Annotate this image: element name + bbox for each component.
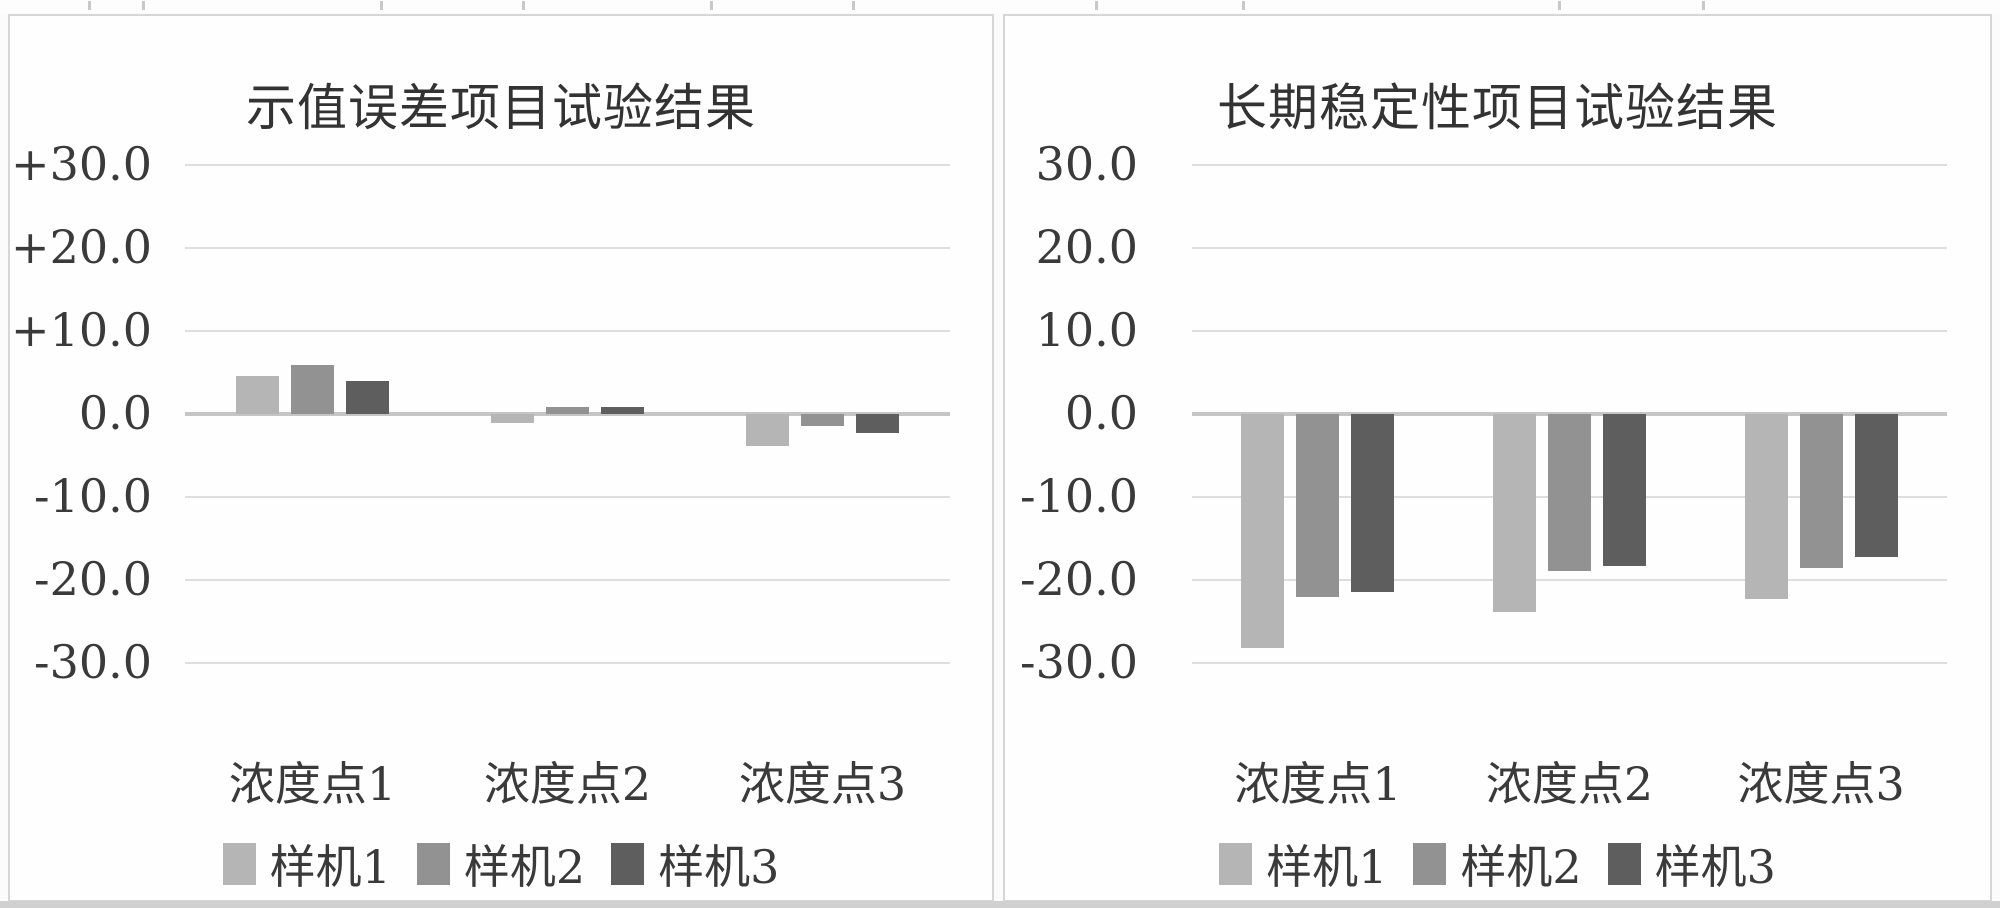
y-gridline xyxy=(1192,579,1947,581)
bar-样机1-浓度点3 xyxy=(746,414,789,446)
legend-label: 样机3 xyxy=(1654,840,1776,894)
bar-样机1-浓度点2 xyxy=(491,414,534,423)
chart-panel-left: 示值误差项目试验结果 样机1 样机2 样机3 +30.0 +20.0 +10.0 0.0 -… xyxy=(8,14,994,902)
legend-item: 样机1 xyxy=(222,831,391,897)
bar-样机3-浓度点3 xyxy=(1855,414,1898,557)
y-tick-label: 30.0 xyxy=(1035,136,1138,191)
legend-item: 样机3 xyxy=(611,831,779,897)
bar-样机3-浓度点2 xyxy=(1603,414,1646,566)
gridline-tick-icon xyxy=(142,1,145,10)
gridline-tick-icon xyxy=(710,1,713,10)
bar-样机1-浓度点1 xyxy=(236,376,279,414)
bar-样机2-浓度点3 xyxy=(1800,414,1843,568)
x-category-label: 浓度点1 xyxy=(228,757,397,811)
y-gridline xyxy=(1192,164,1947,166)
x-category-label: 浓度点3 xyxy=(1737,757,1905,811)
y-tick-label: 0.0 xyxy=(1064,385,1138,440)
gridline-tick-icon xyxy=(522,1,525,10)
x-category-label: 浓度点3 xyxy=(738,757,907,811)
y-gridline xyxy=(185,164,950,166)
y-gridline xyxy=(185,247,950,249)
gridline-tick-icon xyxy=(1095,1,1098,10)
y-tick-label: +20.0 xyxy=(11,219,152,274)
legend-left: 样机1 样机2 样机3 xyxy=(10,831,992,897)
bar-样机2-浓度点1 xyxy=(1296,414,1339,597)
legend-label: 样机2 xyxy=(463,840,586,894)
bar-样机2-浓度点2 xyxy=(1548,414,1591,571)
x-category-label: 浓度点2 xyxy=(483,757,652,811)
chart-panel-right: 长期稳定性项目试验结果 样机1 样机2 样机3 30.0 20.0 10.0 0.0 -10… xyxy=(1003,14,1992,902)
gridline-tick-icon xyxy=(88,1,91,10)
legend-swatch-icon xyxy=(222,843,256,885)
bar-样机1-浓度点2 xyxy=(1493,414,1536,612)
y-tick-label: -10.0 xyxy=(1020,468,1138,523)
legend-item: 样机3 xyxy=(1607,831,1776,897)
legend-item: 样机2 xyxy=(416,831,586,897)
bar-样机1-浓度点3 xyxy=(1745,414,1788,599)
y-tick-label: -10.0 xyxy=(34,468,152,523)
bar-样机2-浓度点3 xyxy=(801,414,844,426)
gridline-tick-icon xyxy=(1558,1,1561,10)
bottom-border-strip xyxy=(0,901,2000,908)
bar-样机2-浓度点1 xyxy=(291,365,334,414)
x-axis-line xyxy=(185,412,950,416)
y-tick-label: -30.0 xyxy=(1020,634,1138,689)
y-tick-label: +10.0 xyxy=(11,302,152,357)
y-tick-label: -20.0 xyxy=(34,551,152,606)
spreadsheet-top-gridline-strip xyxy=(0,0,2000,13)
legend-swatch-icon xyxy=(416,843,450,885)
y-tick-label: +30.0 xyxy=(11,136,152,191)
y-gridline xyxy=(1192,662,1947,664)
legend-swatch-icon xyxy=(1413,843,1447,885)
bar-样机2-浓度点2 xyxy=(546,407,589,414)
legend-swatch-icon xyxy=(611,843,645,885)
legend-swatch-icon xyxy=(1219,843,1253,885)
legend-label: 样机3 xyxy=(658,840,780,894)
y-tick-label: 0.0 xyxy=(78,385,152,440)
y-tick-label: -30.0 xyxy=(34,634,152,689)
y-tick-label: 10.0 xyxy=(1035,302,1138,357)
chart-title-right: 长期稳定性项目试验结果 xyxy=(1217,79,1778,137)
bar-样机3-浓度点2 xyxy=(601,407,644,414)
bar-样机3-浓度点1 xyxy=(346,381,389,414)
gridline-tick-icon xyxy=(1242,1,1245,10)
y-gridline xyxy=(1192,247,1947,249)
legend-item: 样机1 xyxy=(1219,831,1387,897)
chart-title-left: 示值误差项目试验结果 xyxy=(246,79,756,137)
x-category-label: 浓度点2 xyxy=(1485,757,1654,811)
x-category-label: 浓度点1 xyxy=(1234,757,1402,811)
bar-样机1-浓度点1 xyxy=(1241,414,1284,648)
legend-right: 样机1 样机2 样机3 xyxy=(1005,831,1990,897)
legend-label: 样机1 xyxy=(269,840,391,894)
legend-label: 样机2 xyxy=(1460,840,1582,894)
y-gridline xyxy=(185,662,950,664)
gridline-tick-icon xyxy=(1702,1,1705,10)
legend-swatch-icon xyxy=(1607,843,1641,885)
bar-样机3-浓度点3 xyxy=(856,414,899,433)
gridline-tick-icon xyxy=(380,1,383,10)
y-tick-label: 20.0 xyxy=(1035,219,1138,274)
bar-样机3-浓度点1 xyxy=(1351,414,1394,592)
y-tick-label: -20.0 xyxy=(1020,551,1138,606)
y-gridline xyxy=(185,496,950,498)
y-gridline xyxy=(185,330,950,332)
legend-label: 样机1 xyxy=(1266,840,1388,894)
y-gridline xyxy=(185,579,950,581)
gridline-tick-icon xyxy=(852,1,855,10)
y-gridline xyxy=(1192,330,1947,332)
legend-item: 样机2 xyxy=(1413,831,1582,897)
